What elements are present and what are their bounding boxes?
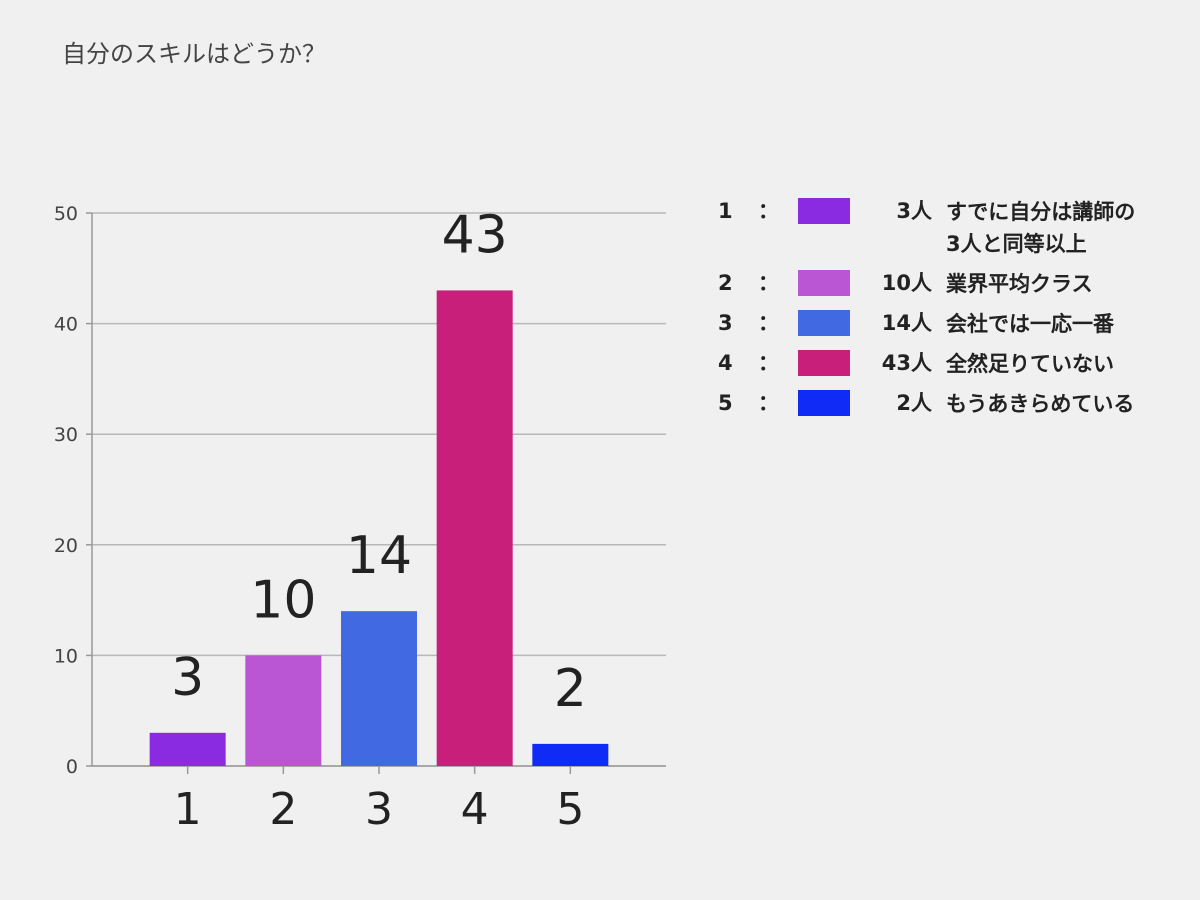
- legend-separator: ：: [758, 351, 779, 375]
- legend-swatch: [798, 310, 850, 336]
- x-tick-label: 5: [556, 784, 584, 835]
- legend-number: 1: [718, 199, 733, 223]
- y-tick-label: 10: [54, 645, 78, 667]
- legend-item: 2 ： 10人 業界平均クラス: [718, 268, 1158, 300]
- legend-separator: ：: [758, 271, 779, 295]
- data-label: 2: [554, 659, 587, 719]
- bar-chart: 0 10 20 30 40 50 3 1 10 2 14 3 43 4 2 5: [54, 203, 666, 835]
- data-label: 14: [346, 526, 412, 586]
- bar: [341, 611, 417, 766]
- legend-item: 3 ： 14人 会社では一応一番: [718, 308, 1158, 340]
- legend-number: 3: [718, 311, 733, 335]
- legend-count: 43人: [881, 351, 932, 375]
- legend-number: 4: [718, 351, 733, 375]
- chart-legend: 1 ： 3人 すでに自分は講師の3人と同等以上 2 ： 10人 業界平均クラス …: [718, 196, 1158, 428]
- legend-item: 5 ： 2人 もうあきらめている: [718, 388, 1158, 420]
- data-label: 3: [171, 648, 204, 708]
- legend-count: 14人: [881, 311, 932, 335]
- legend-label: 業界平均クラス: [946, 272, 1093, 296]
- bar: [245, 655, 322, 766]
- y-tick-label: 0: [66, 756, 78, 778]
- legend-label: 会社では一応一番: [946, 312, 1114, 336]
- legend-item: 1 ： 3人 すでに自分は講師の3人と同等以上: [718, 196, 1158, 260]
- legend-count: 3人: [896, 199, 932, 223]
- y-tick-label: 20: [54, 535, 78, 557]
- legend-number: 5: [718, 391, 733, 415]
- legend-separator: ：: [758, 199, 779, 223]
- legend-swatch: [798, 270, 850, 296]
- legend-label: すでに自分は講師の3人と同等以上: [946, 200, 1136, 256]
- legend-item: 4 ： 43人 全然足りていない: [718, 348, 1158, 380]
- bar: [436, 290, 513, 766]
- legend-swatch: [798, 390, 850, 416]
- data-label: 43: [442, 205, 508, 265]
- bar: [532, 743, 609, 766]
- legend-swatch: [798, 350, 850, 376]
- legend-separator: ：: [758, 311, 779, 335]
- x-tick-label: 3: [365, 784, 393, 835]
- y-tick-label: 40: [54, 314, 78, 336]
- bar: [149, 732, 226, 766]
- x-tick-label: 4: [461, 784, 489, 835]
- legend-count: 2人: [896, 391, 932, 415]
- x-tick-label: 1: [174, 784, 202, 835]
- legend-swatch: [798, 198, 850, 224]
- legend-label: 全然足りていない: [946, 352, 1114, 376]
- data-label: 10: [250, 570, 316, 630]
- legend-count: 10人: [881, 271, 932, 295]
- chart-title: 自分のスキルはどうか？: [62, 40, 326, 68]
- legend-number: 2: [718, 271, 733, 295]
- legend-separator: ：: [758, 391, 779, 415]
- legend-label: もうあきらめている: [946, 392, 1135, 416]
- y-tick-label: 50: [54, 203, 78, 225]
- y-tick-label: 30: [54, 424, 78, 446]
- x-tick-label: 2: [269, 784, 297, 835]
